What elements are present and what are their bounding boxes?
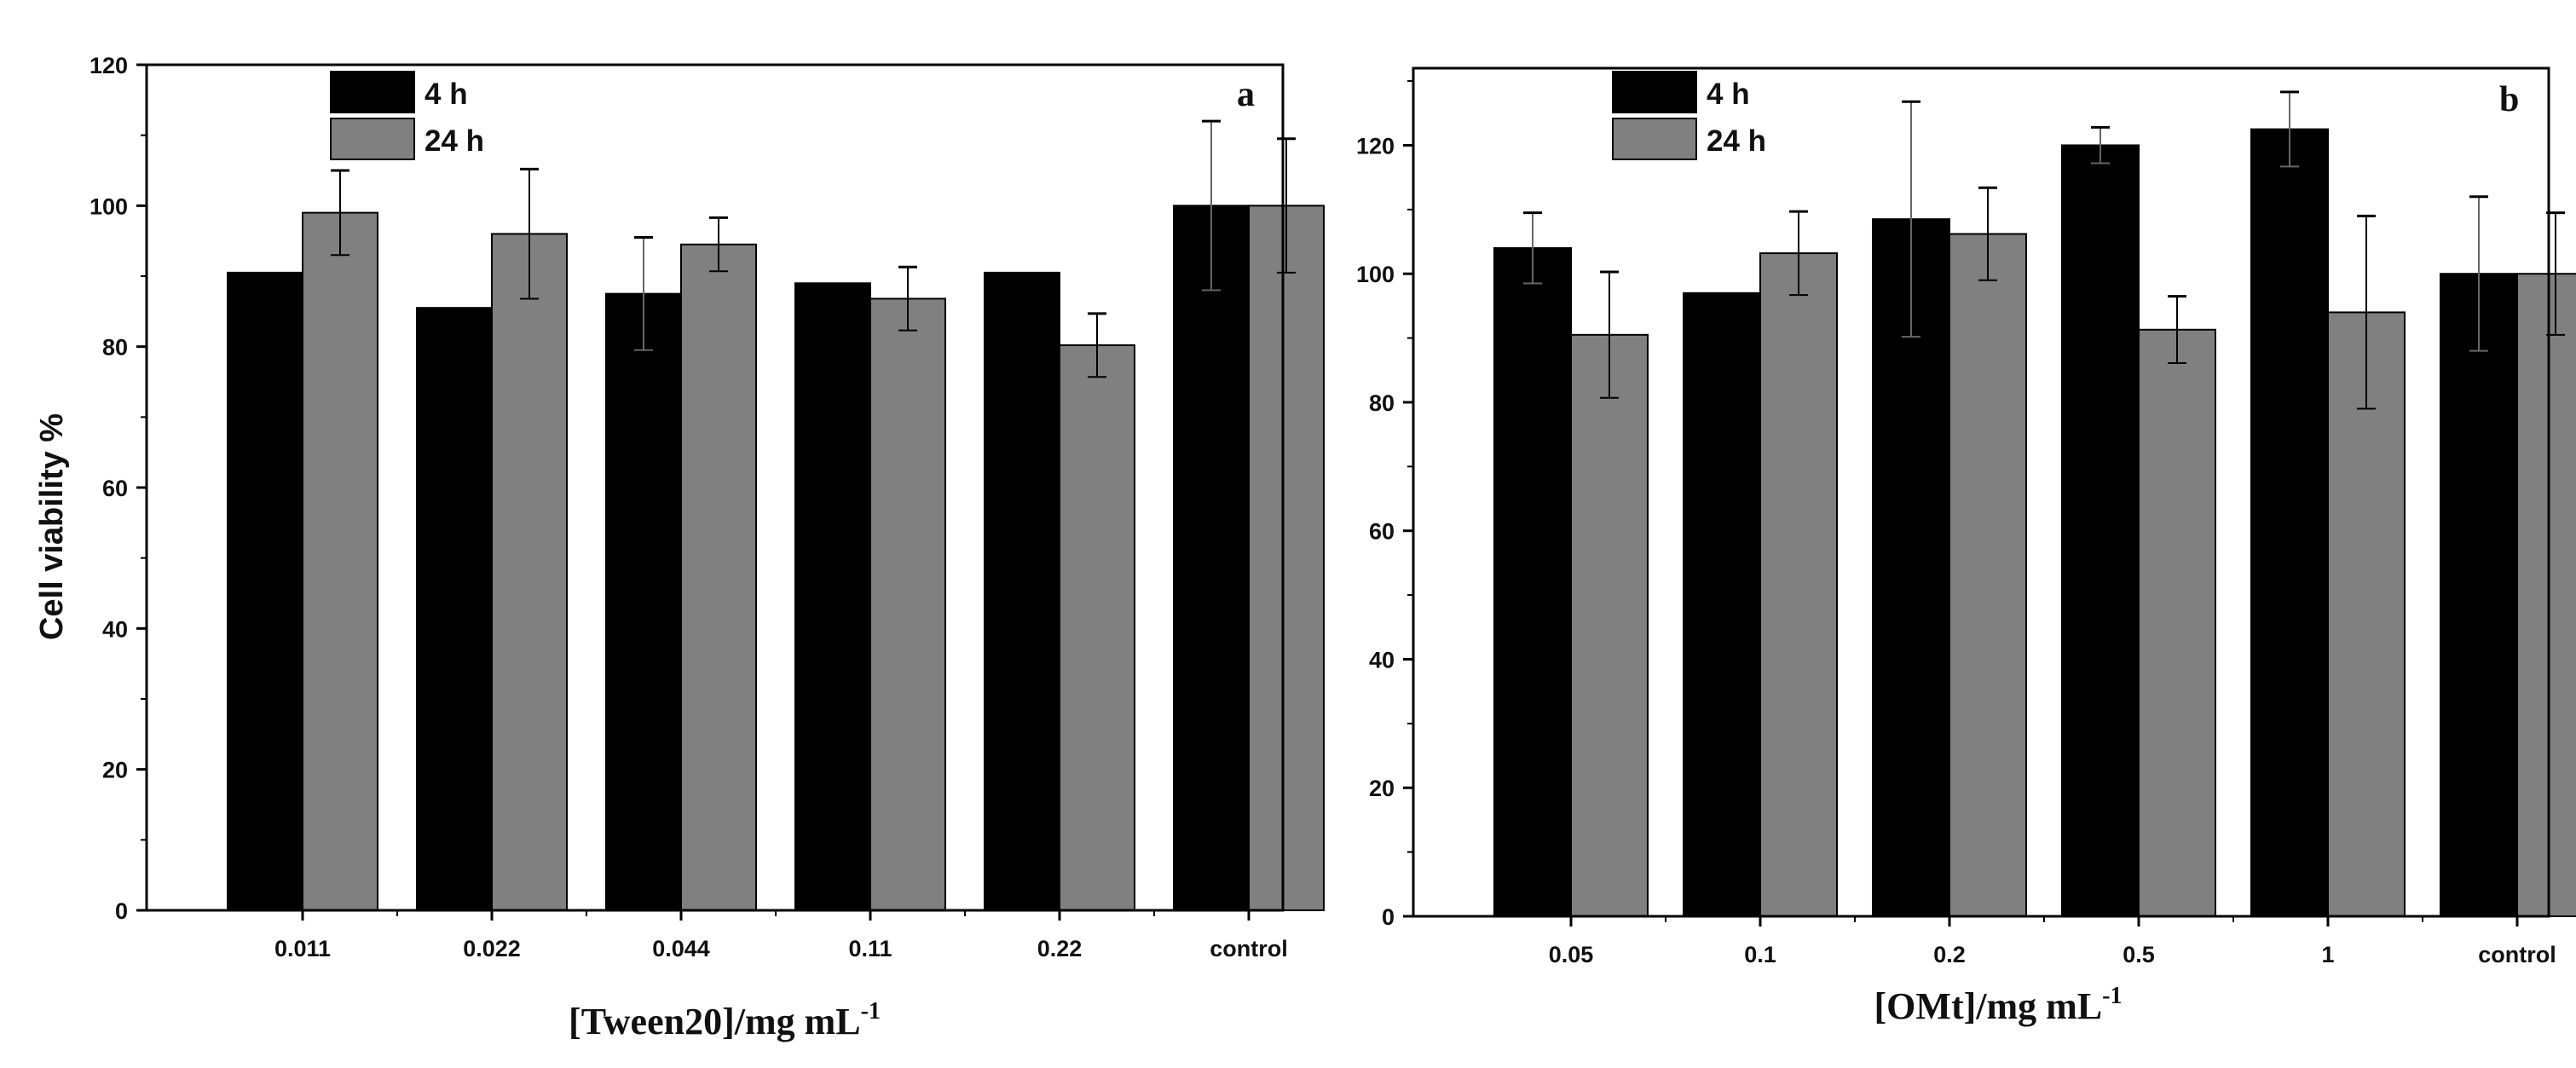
- x-tick-label-b-1: 0.1: [1744, 942, 1776, 967]
- x-tick-label-a-2: 0.044: [652, 936, 710, 961]
- x-tick-label-a-0: 0.011: [274, 936, 331, 961]
- bar-a-24h-4: [1059, 344, 1135, 912]
- axes-group-a: 0 20 40 60 80 100 120 0.011 0.022 0.044 0.11 0.22 co…: [90, 53, 1288, 961]
- legend-a: 4 h 24 h: [330, 71, 484, 160]
- legend-label-4h-b: 4 h: [1707, 78, 1750, 111]
- panel-letter-a: a: [1237, 75, 1255, 114]
- x-axis-label-sup-b: -1: [2102, 983, 2122, 1009]
- x-tick-label-b-2: 0.2: [1933, 942, 1966, 967]
- axes-group-b: 0 20 40 60 80 100 120 0.05 0.1 0.2 0.5 1 control: [1356, 66, 2556, 967]
- x-tick-label-a-5: control: [1210, 936, 1288, 961]
- bar-b-4h-5: [2440, 273, 2518, 918]
- bar-a-24h-0: [302, 211, 378, 912]
- bar-b-24h-1: [1759, 252, 1838, 918]
- bar-b-24h-3: [2138, 328, 2216, 917]
- bar-a-4h-5: [1173, 205, 1250, 912]
- x-tick-label-a-1: 0.022: [463, 936, 521, 961]
- bar-a-4h-3: [794, 282, 871, 911]
- legend-label-24h-a: 24 h: [425, 124, 484, 158]
- legend-b: 4 h 24 h: [1612, 71, 1766, 160]
- x-tick-label-b-5: control: [2478, 942, 2556, 967]
- bar-b-24h-0: [1570, 333, 1649, 917]
- bar-a-24h-5: [1248, 205, 1325, 912]
- legend-swatch-24h-a: [330, 118, 415, 160]
- panel-letter-b: b: [2499, 80, 2519, 119]
- bar-a-24h-3: [869, 297, 946, 912]
- x-tick-label-a-4: 0.22: [1037, 936, 1083, 961]
- y-tick-label-b-3: 60: [1369, 519, 1395, 545]
- bar-b-24h-4: [2327, 311, 2406, 917]
- bar-b-4h-0: [1493, 247, 1572, 917]
- y-tick-label-b-2: 40: [1369, 647, 1395, 673]
- bar-b-4h-1: [1683, 292, 1761, 917]
- y-tick-label-b-6: 120: [1356, 133, 1395, 159]
- bar-b-4h-3: [2061, 144, 2140, 918]
- y-tick-label-a-6: 120: [90, 53, 128, 78]
- legend-label-4h-a: 4 h: [425, 78, 468, 111]
- y-tick-label-a-3: 60: [102, 476, 128, 501]
- legend-label-24h-b: 24 h: [1707, 124, 1766, 158]
- error-bars-group-b: [1523, 90, 2565, 410]
- panel-a: 0 20 40 60 80 100 120 0.011 0.022 0.044 0.11 0.22 co…: [34, 53, 1325, 1042]
- bar-b-4h-4: [2250, 128, 2329, 917]
- panel-b: 0 20 40 60 80 100 120 0.05 0.1 0.2 0.5 1 control 4 h…: [1356, 66, 2576, 1027]
- x-tick-label-b-3: 0.5: [2123, 942, 2155, 967]
- bars-group-a: [227, 205, 1325, 912]
- bar-a-24h-2: [680, 243, 757, 911]
- x-axis-label-main-a: [Tween20]/mg mL: [569, 1001, 861, 1042]
- y-tick-label-a-4: 80: [102, 335, 128, 361]
- x-tick-label-b-4: 1: [2321, 942, 2334, 967]
- bar-b-24h-2: [1949, 233, 2027, 917]
- y-tick-label-a-1: 20: [102, 758, 128, 783]
- x-axis-label-a: [Tween20]/mg mL-1: [569, 998, 881, 1042]
- x-tick-label-b-0: 0.05: [1549, 942, 1594, 967]
- bars-group-b: [1493, 128, 2576, 918]
- y-tick-label-a-0: 0: [115, 898, 128, 924]
- y-tick-label-b-4: 80: [1369, 390, 1395, 416]
- y-tick-label-b-1: 20: [1369, 776, 1395, 801]
- y-axis-label-a: Cell viability %: [34, 413, 70, 640]
- bar-a-24h-1: [491, 233, 568, 911]
- y-tick-label-b-5: 100: [1356, 262, 1395, 287]
- y-tick-label-a-2: 40: [102, 616, 128, 642]
- bar-a-4h-0: [227, 271, 303, 912]
- y-tick-label-a-5: 100: [90, 193, 128, 219]
- x-axis-label-b: [OMt]/mg mL-1: [1874, 983, 2123, 1027]
- legend-swatch-24h-b: [1612, 118, 1697, 160]
- legend-swatch-4h-a: [330, 71, 415, 113]
- plot-frame-b: [1412, 66, 2550, 918]
- x-axis-label-main-b: [OMt]/mg mL: [1874, 985, 2103, 1027]
- error-bars-group-a: [331, 119, 1296, 378]
- bar-b-24h-5: [2516, 273, 2576, 918]
- y-tick-label-b-0: 0: [1382, 904, 1395, 930]
- bar-a-4h-4: [984, 271, 1060, 912]
- bar-a-4h-2: [605, 292, 682, 911]
- legend-swatch-4h-b: [1612, 71, 1697, 113]
- x-axis-label-sup-a: -1: [861, 998, 881, 1025]
- bar-a-4h-1: [416, 307, 493, 911]
- x-tick-label-a-3: 0.11: [848, 936, 892, 961]
